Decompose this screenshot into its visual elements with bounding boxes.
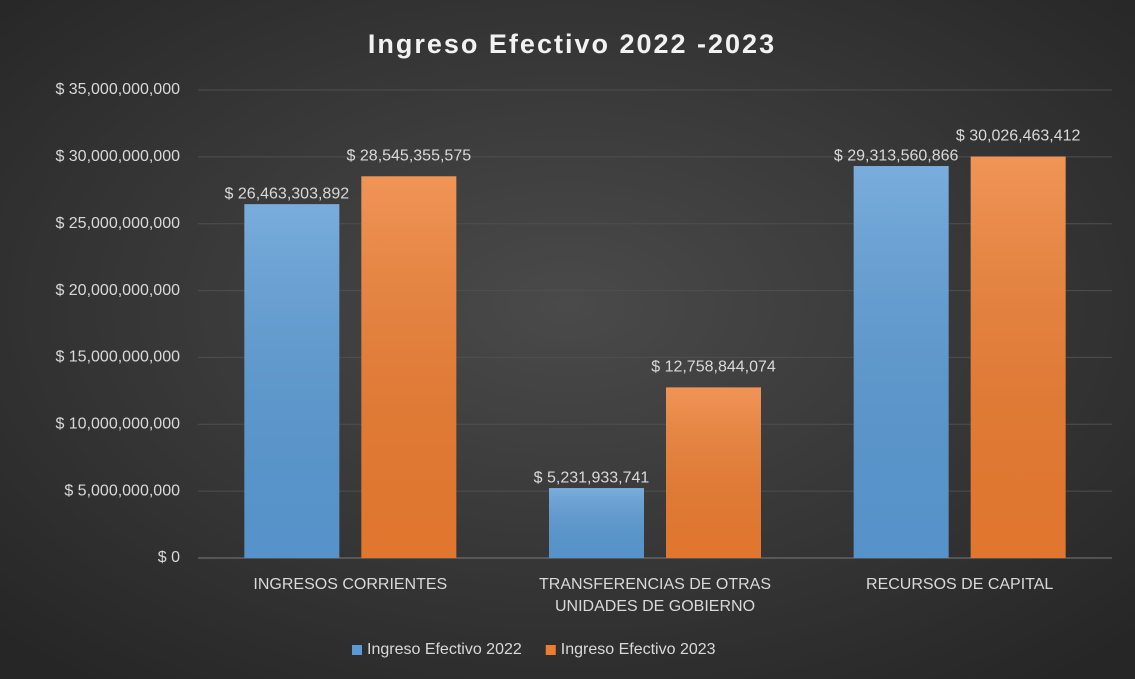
bar <box>361 176 457 559</box>
y-tick-label: $ 10,000,000,000 <box>55 416 180 433</box>
x-tick-label: TRANSFERENCIAS DE OTRAS UNIDADES DE GOBIE… <box>539 576 771 615</box>
legend-swatch <box>545 645 556 655</box>
data-label: $ 26,463,303,892 <box>225 185 350 202</box>
bar <box>666 387 761 558</box>
y-tick-label: $ 5,000,000,000 <box>64 482 180 499</box>
data-label: $ 30,026,463,412 <box>956 128 1081 145</box>
bar <box>853 166 949 558</box>
y-tick-label: $ 35,000,000,000 <box>55 81 180 98</box>
chart-title: Ingreso Efectivo 2022 -2023 <box>368 29 776 59</box>
legend-swatch <box>352 645 362 655</box>
y-tick-label: $ 20,000,000,000 <box>55 282 180 299</box>
y-tick-label: $ 25,000,000,000 <box>55 215 180 232</box>
bar <box>970 156 1066 558</box>
y-tick-label: $ 0 <box>158 549 180 566</box>
data-label: $ 12,758,844,074 <box>651 359 776 376</box>
x-tick-label: RECURSOS DE CAPITAL <box>866 576 1053 593</box>
x-tick-label: INGRESOS CORRIENTES <box>253 576 447 593</box>
y-tick-label: $ 30,000,000,000 <box>55 148 180 165</box>
y-tick-label: $ 15,000,000,000 <box>55 349 180 366</box>
data-label: $ 28,545,355,575 <box>347 148 472 165</box>
data-label: $ 5,231,933,741 <box>534 469 650 486</box>
legend-label: Ingreso Efectivo 2023 <box>561 641 716 658</box>
data-label: $ 29,313,560,866 <box>834 147 959 164</box>
legend-label: Ingreso Efectivo 2022 <box>367 641 522 658</box>
bar <box>244 204 340 558</box>
bar <box>549 488 644 558</box>
